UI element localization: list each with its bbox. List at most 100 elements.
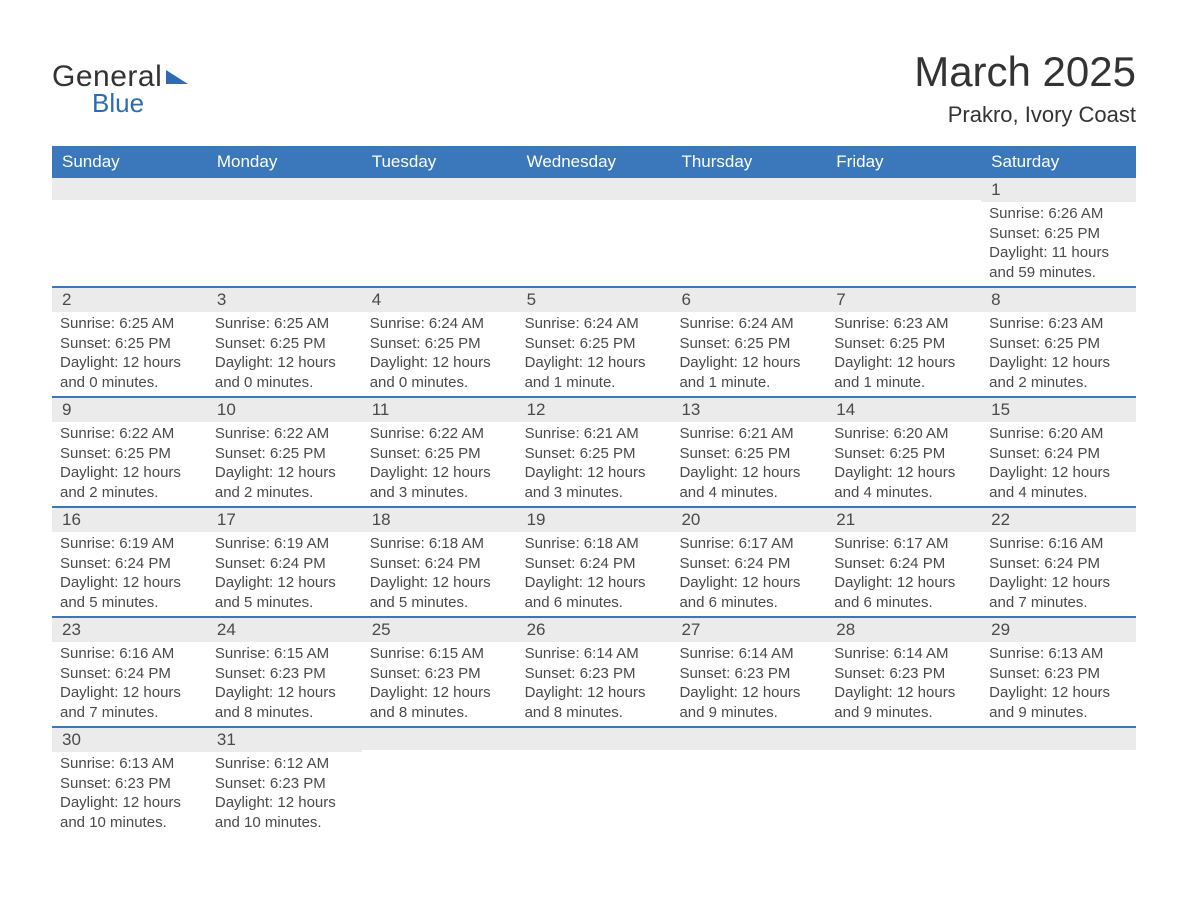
sunrise-text: Sunrise: 6:19 AM — [215, 534, 354, 554]
day-cell — [517, 178, 672, 286]
day-details: Sunrise: 6:26 AMSunset: 6:25 PMDaylight:… — [989, 202, 1128, 282]
day-number-bar: 6 — [671, 286, 826, 312]
daylight-text: Daylight: 12 hours and 8 minutes. — [370, 683, 509, 722]
sunset-text: Sunset: 6:25 PM — [834, 334, 973, 354]
sunrise-text: Sunrise: 6:15 AM — [215, 644, 354, 664]
day-cell — [362, 178, 517, 286]
daylight-text: Daylight: 12 hours and 6 minutes. — [834, 573, 973, 612]
day-details: Sunrise: 6:25 AMSunset: 6:25 PMDaylight:… — [60, 312, 199, 392]
day-details: Sunrise: 6:24 AMSunset: 6:25 PMDaylight:… — [370, 312, 509, 392]
day-number: 1 — [991, 180, 1000, 199]
day-cell: 11 Sunrise: 6:22 AMSunset: 6:25 PMDayligh… — [362, 396, 517, 506]
daylight-text: Daylight: 12 hours and 6 minutes. — [525, 573, 664, 612]
daylight-text: Daylight: 11 hours and 59 minutes. — [989, 243, 1128, 282]
daylight-text: Daylight: 12 hours and 10 minutes. — [215, 793, 354, 832]
week-row: 23Sunrise: 6:16 AMSunset: 6:24 PMDayligh… — [52, 616, 1136, 726]
daylight-text: Daylight: 12 hours and 2 minutes. — [60, 463, 199, 502]
day-number-bar: 27 — [671, 616, 826, 642]
day-number-bar: 10 — [207, 396, 362, 422]
sunset-text: Sunset: 6:23 PM — [989, 664, 1128, 684]
daylight-text: Daylight: 12 hours and 9 minutes. — [834, 683, 973, 722]
day-number-bar: 15 — [981, 396, 1136, 422]
day-cell — [517, 726, 672, 836]
page-header: General Blue March 2025 Prakro, Ivory Co… — [52, 48, 1136, 128]
day-number-bar: 11 — [362, 396, 517, 422]
sunset-text: Sunset: 6:23 PM — [679, 664, 818, 684]
sunset-text: Sunset: 6:25 PM — [370, 334, 509, 354]
day-number-bar — [517, 726, 672, 750]
day-number: 20 — [681, 510, 700, 529]
day-details: Sunrise: 6:23 AMSunset: 6:25 PMDaylight:… — [989, 312, 1128, 392]
day-cell — [671, 178, 826, 286]
daylight-text: Daylight: 12 hours and 0 minutes. — [215, 353, 354, 392]
weekday-header: Monday — [207, 146, 362, 178]
day-details: Sunrise: 6:20 AMSunset: 6:24 PMDaylight:… — [989, 422, 1128, 502]
day-cell — [52, 178, 207, 286]
sunrise-text: Sunrise: 6:12 AM — [215, 754, 354, 774]
sunset-text: Sunset: 6:24 PM — [679, 554, 818, 574]
day-number-bar: 3 — [207, 286, 362, 312]
day-number-bar: 8 — [981, 286, 1136, 312]
daylight-text: Daylight: 12 hours and 6 minutes. — [679, 573, 818, 612]
day-number-bar: 28 — [826, 616, 981, 642]
sunrise-text: Sunrise: 6:22 AM — [60, 424, 199, 444]
day-number: 9 — [62, 400, 71, 419]
day-number: 26 — [527, 620, 546, 639]
day-number: 11 — [372, 400, 390, 419]
day-number-bar — [207, 178, 362, 200]
day-number-bar — [362, 178, 517, 200]
day-cell: 5 Sunrise: 6:24 AMSunset: 6:25 PMDaylight… — [517, 286, 672, 396]
day-details: Sunrise: 6:24 AMSunset: 6:25 PMDaylight:… — [679, 312, 818, 392]
day-cell: 20Sunrise: 6:17 AMSunset: 6:24 PMDayligh… — [671, 506, 826, 616]
day-details: Sunrise: 6:18 AMSunset: 6:24 PMDaylight:… — [370, 532, 509, 612]
day-number: 6 — [681, 290, 690, 309]
daylight-text: Daylight: 12 hours and 5 minutes. — [60, 573, 199, 612]
day-details: Sunrise: 6:22 AMSunset: 6:25 PMDaylight:… — [60, 422, 199, 502]
day-cell: 18Sunrise: 6:18 AMSunset: 6:24 PMDayligh… — [362, 506, 517, 616]
sunrise-text: Sunrise: 6:25 AM — [60, 314, 199, 334]
day-details: Sunrise: 6:15 AMSunset: 6:23 PMDaylight:… — [215, 642, 354, 722]
sunrise-text: Sunrise: 6:22 AM — [370, 424, 509, 444]
day-number-bar: 2 — [52, 286, 207, 312]
day-number: 5 — [527, 290, 536, 309]
day-details: Sunrise: 6:22 AMSunset: 6:25 PMDaylight:… — [370, 422, 509, 502]
weekday-header: Saturday — [981, 146, 1136, 178]
day-cell — [826, 726, 981, 836]
day-cell: 24Sunrise: 6:15 AMSunset: 6:23 PMDayligh… — [207, 616, 362, 726]
day-number-bar — [671, 726, 826, 750]
sunrise-text: Sunrise: 6:20 AM — [989, 424, 1128, 444]
sunrise-text: Sunrise: 6:23 AM — [834, 314, 973, 334]
day-number-bar: 4 — [362, 286, 517, 312]
day-number-bar: 13 — [671, 396, 826, 422]
day-details: Sunrise: 6:20 AMSunset: 6:25 PMDaylight:… — [834, 422, 973, 502]
day-number: 12 — [527, 400, 546, 419]
day-details: Sunrise: 6:17 AMSunset: 6:24 PMDaylight:… — [834, 532, 973, 612]
daylight-text: Daylight: 12 hours and 1 minute. — [525, 353, 664, 392]
daylight-text: Daylight: 12 hours and 2 minutes. — [989, 353, 1128, 392]
day-number: 31 — [217, 730, 236, 749]
day-number-bar: 16 — [52, 506, 207, 532]
daylight-text: Daylight: 12 hours and 2 minutes. — [215, 463, 354, 502]
sunset-text: Sunset: 6:25 PM — [215, 334, 354, 354]
day-details: Sunrise: 6:24 AMSunset: 6:25 PMDaylight:… — [525, 312, 664, 392]
sunrise-text: Sunrise: 6:13 AM — [989, 644, 1128, 664]
daylight-text: Daylight: 12 hours and 1 minute. — [679, 353, 818, 392]
sunset-text: Sunset: 6:23 PM — [60, 774, 199, 794]
day-cell: 10Sunrise: 6:22 AMSunset: 6:25 PMDayligh… — [207, 396, 362, 506]
sunset-text: Sunset: 6:25 PM — [525, 334, 664, 354]
daylight-text: Daylight: 12 hours and 0 minutes. — [60, 353, 199, 392]
day-details: Sunrise: 6:14 AMSunset: 6:23 PMDaylight:… — [834, 642, 973, 722]
day-number: 15 — [991, 400, 1010, 419]
day-number-bar: 14 — [826, 396, 981, 422]
sunset-text: Sunset: 6:24 PM — [525, 554, 664, 574]
day-details: Sunrise: 6:15 AMSunset: 6:23 PMDaylight:… — [370, 642, 509, 722]
day-cell — [362, 726, 517, 836]
day-number-bar — [981, 726, 1136, 750]
sunrise-text: Sunrise: 6:24 AM — [370, 314, 509, 334]
weekday-header: Sunday — [52, 146, 207, 178]
sunset-text: Sunset: 6:23 PM — [215, 774, 354, 794]
day-details: Sunrise: 6:23 AMSunset: 6:25 PMDaylight:… — [834, 312, 973, 392]
day-cell: 21Sunrise: 6:17 AMSunset: 6:24 PMDayligh… — [826, 506, 981, 616]
day-number-bar: 18 — [362, 506, 517, 532]
sunset-text: Sunset: 6:23 PM — [525, 664, 664, 684]
